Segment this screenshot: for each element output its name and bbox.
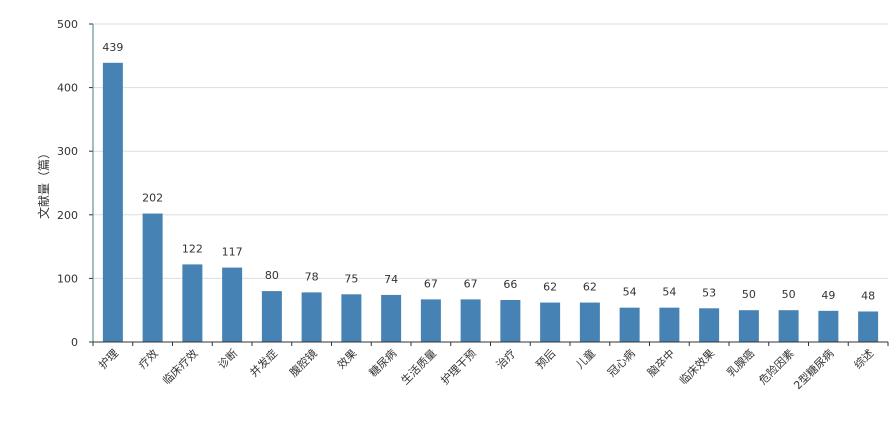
bar bbox=[341, 294, 362, 342]
bar bbox=[619, 307, 640, 342]
bar bbox=[182, 264, 203, 342]
bar-value-label: 75 bbox=[344, 272, 358, 285]
x-category-label: 脑卒中 bbox=[644, 346, 677, 379]
bar bbox=[102, 62, 123, 343]
bar-value-label: 62 bbox=[583, 281, 597, 294]
bar-value-label: 54 bbox=[623, 286, 637, 299]
y-axis: 0 100 200 300 400 500 bbox=[57, 18, 94, 349]
x-category-label: 2型糖尿病 bbox=[791, 346, 837, 392]
bar bbox=[460, 299, 481, 342]
x-category-label: 预后 bbox=[533, 347, 558, 372]
bar-value-label: 49 bbox=[821, 289, 835, 302]
bar-value-label: 439 bbox=[102, 41, 123, 54]
x-category-label: 综述 bbox=[851, 346, 876, 371]
x-category-label: 护理干预 bbox=[438, 346, 479, 387]
y-tick-label: 100 bbox=[57, 272, 78, 285]
bar bbox=[699, 308, 720, 342]
bar-value-label: 50 bbox=[742, 288, 756, 301]
bars bbox=[102, 62, 879, 343]
bar bbox=[659, 307, 680, 342]
bar bbox=[858, 311, 879, 342]
y-tick-label: 200 bbox=[57, 209, 78, 222]
bar bbox=[540, 302, 561, 342]
x-axis: 护理 疗效 临床疗效 诊断 并发症 腹腔镜 效果 糖尿病 生活质量 护理干预 治疗 预后 儿童 冠心病 脑卒… bbox=[92, 341, 889, 392]
x-category-label: 乳腺癌 bbox=[724, 346, 757, 379]
bar-value-label: 80 bbox=[265, 269, 279, 282]
x-category-label: 冠心病 bbox=[605, 346, 638, 379]
bar-value-label: 62 bbox=[543, 281, 557, 294]
y-tick-label: 300 bbox=[57, 145, 78, 158]
bar-value-label: 202 bbox=[142, 192, 163, 205]
x-category-label: 诊断 bbox=[215, 346, 240, 371]
bar-value-label: 78 bbox=[305, 270, 319, 283]
x-category-label: 生活质量 bbox=[398, 346, 439, 387]
x-category-label: 效果 bbox=[334, 346, 359, 371]
bar bbox=[261, 291, 282, 342]
bar-value-label: 48 bbox=[861, 289, 875, 302]
bar bbox=[500, 300, 521, 342]
bar-value-label: 54 bbox=[662, 286, 676, 299]
bar-value-label: 53 bbox=[702, 286, 716, 299]
bar bbox=[301, 292, 322, 342]
x-category-label: 危险因素 bbox=[756, 346, 797, 387]
x-category-label: 儿童 bbox=[573, 346, 598, 371]
bar bbox=[222, 267, 243, 342]
x-category-label: 临床效果 bbox=[676, 346, 717, 387]
bar-value-label: 67 bbox=[424, 277, 438, 290]
bar-value-label: 66 bbox=[503, 278, 517, 291]
data-labels: 439 202 122 117 80 78 75 74 67 67 66 62 62 54 54 53 50 50… bbox=[102, 41, 875, 303]
bar bbox=[420, 299, 441, 342]
x-category-label: 并发症 bbox=[247, 346, 280, 379]
bar-value-label: 74 bbox=[384, 273, 398, 286]
bar-value-label: 50 bbox=[782, 288, 796, 301]
bar bbox=[738, 310, 759, 342]
x-category-label: 治疗 bbox=[493, 346, 518, 371]
bar-value-label: 67 bbox=[464, 277, 478, 290]
x-category-label: 临床疗效 bbox=[159, 346, 200, 387]
x-category-label: 疗效 bbox=[135, 346, 160, 371]
y-axis-title: 文献量（篇） bbox=[36, 147, 51, 219]
y-tick-label: 0 bbox=[71, 336, 78, 349]
y-tick-label: 400 bbox=[57, 82, 78, 95]
y-tick-label: 500 bbox=[57, 18, 78, 31]
bar-value-label: 122 bbox=[182, 242, 203, 255]
bar-value-label: 117 bbox=[222, 246, 243, 259]
bar bbox=[818, 310, 839, 342]
bar bbox=[142, 213, 163, 342]
bar bbox=[579, 302, 600, 342]
grid-lines bbox=[93, 23, 888, 279]
x-category-label: 糖尿病 bbox=[366, 346, 399, 379]
bar bbox=[778, 310, 799, 342]
bar bbox=[381, 294, 402, 342]
x-category-label: 护理 bbox=[96, 346, 121, 371]
x-category-label: 腹腔镜 bbox=[287, 346, 320, 379]
